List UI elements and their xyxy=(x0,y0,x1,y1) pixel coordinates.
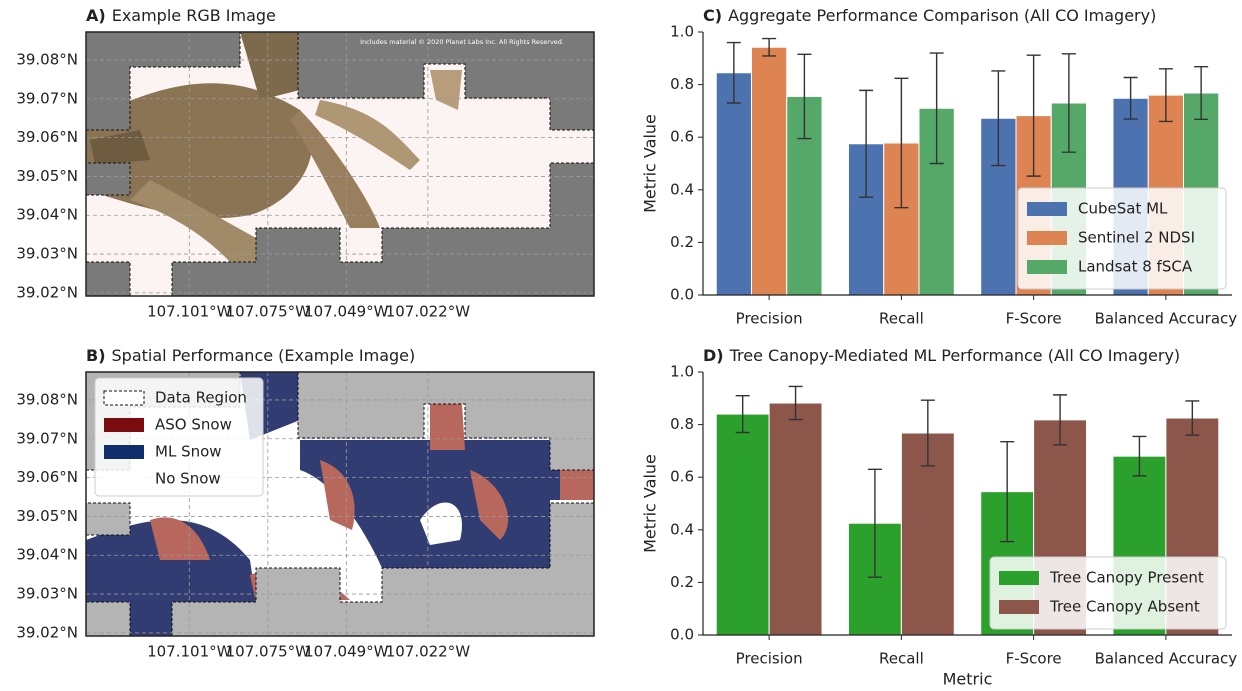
y-tick-label: 0.4 xyxy=(670,180,694,198)
legend-swatch xyxy=(104,418,144,432)
legend-swatch xyxy=(104,472,144,486)
bar xyxy=(769,403,822,635)
panel-title: C) Aggregate Performance Comparison (All … xyxy=(703,6,1156,25)
panel-title: A) Example RGB Image xyxy=(86,6,276,25)
y-tick-label: 39.03°N xyxy=(16,245,78,263)
bar xyxy=(751,47,786,295)
y-tick-label: 0.0 xyxy=(670,626,694,644)
x-tick-label: 107.101°W xyxy=(147,643,232,661)
y-tick-label: 39.08°N xyxy=(16,50,78,68)
legend-swatch xyxy=(1027,231,1067,245)
y-tick-label: 39.07°N xyxy=(16,89,78,107)
figure: A)Example RGB Image107.101°W107.075°W107… xyxy=(0,0,1242,691)
legend-label: CubeSat ML xyxy=(1078,200,1168,218)
panel-title-text: Example RGB Image xyxy=(112,6,276,25)
panel-label: A) xyxy=(86,6,106,25)
legend-label: Data Region xyxy=(155,389,247,407)
y-tick-label: 39.07°N xyxy=(16,429,78,447)
panel-label: D) xyxy=(703,346,724,365)
legend-label: Landsat 8 fSCA xyxy=(1078,258,1193,276)
legend-swatch xyxy=(104,391,144,405)
legend-label: Sentinel 2 NDSI xyxy=(1078,229,1195,247)
x-tick-label: 107.075°W xyxy=(226,303,311,321)
y-tick-label: 39.06°N xyxy=(16,128,78,146)
y-tick-label: 39.04°N xyxy=(16,206,78,224)
legend-swatch xyxy=(1027,202,1067,216)
y-tick-label: 39.06°N xyxy=(16,468,78,486)
panel-title: D) Tree Canopy-Mediated ML Performance (A… xyxy=(703,346,1180,365)
y-tick-label: 39.02°N xyxy=(16,623,78,641)
panel-title-text: Aggregate Performance Comparison (All CO… xyxy=(728,6,1156,25)
y-tick-label: 0.8 xyxy=(670,75,694,93)
x-tick-label: 107.075°W xyxy=(226,643,311,661)
x-tick-label: Precision xyxy=(736,310,803,328)
y-tick-label: 0.2 xyxy=(670,233,694,251)
y-tick-label: 0.4 xyxy=(670,520,694,538)
y-tick-label: 0.6 xyxy=(670,128,694,146)
legend-swatch xyxy=(1027,260,1067,274)
y-tick-label: 0.8 xyxy=(670,415,694,433)
x-axis-label: Metric xyxy=(943,670,993,689)
legend-label: No Snow xyxy=(155,470,221,488)
legend-swatch xyxy=(999,571,1039,585)
legend-swatch xyxy=(999,600,1039,614)
x-tick-label: Balanced Accuracy xyxy=(1095,650,1238,668)
legend-label: Tree Canopy Present xyxy=(1049,569,1204,587)
y-tick-label: 39.08°N xyxy=(16,390,78,408)
x-tick-label: Precision xyxy=(736,650,803,668)
rgb-image xyxy=(86,32,594,296)
y-tick-label: 39.04°N xyxy=(16,546,78,564)
y-axis-label: Metric Value xyxy=(641,114,660,213)
copyright-note: Includes material © 2020 Planet Labs Inc… xyxy=(360,38,564,46)
y-tick-label: 39.03°N xyxy=(16,585,78,603)
x-tick-label: F-Score xyxy=(1006,650,1062,668)
y-tick-label: 39.02°N xyxy=(16,283,78,301)
y-tick-label: 0.6 xyxy=(670,468,694,486)
legend-swatch xyxy=(104,445,144,459)
panel-title-text: Spatial Performance (Example Image) xyxy=(112,346,416,365)
x-tick-label: Balanced Accuracy xyxy=(1095,310,1238,328)
x-tick-label: F-Score xyxy=(1006,310,1062,328)
x-tick-label: 107.049°W xyxy=(304,303,389,321)
x-tick-label: 107.022°W xyxy=(386,643,471,661)
y-tick-label: 1.0 xyxy=(670,363,694,381)
x-tick-label: 107.049°W xyxy=(304,643,389,661)
y-tick-label: 39.05°N xyxy=(16,507,78,525)
bar xyxy=(716,414,769,635)
legend-label: Tree Canopy Absent xyxy=(1049,598,1200,616)
y-axis-label: Metric Value xyxy=(641,454,660,553)
panel-title: B) Spatial Performance (Example Image) xyxy=(86,346,415,365)
panel-label: C) xyxy=(703,6,722,25)
y-tick-label: 0.0 xyxy=(670,286,694,304)
x-tick-label: Recall xyxy=(879,310,924,328)
y-tick-label: 39.05°N xyxy=(16,167,78,185)
panel-title-text: Tree Canopy-Mediated ML Performance (All… xyxy=(729,346,1181,365)
y-tick-label: 0.2 xyxy=(670,573,694,591)
legend-label: ASO Snow xyxy=(155,416,232,434)
x-tick-label: Recall xyxy=(879,650,924,668)
bar xyxy=(716,73,751,295)
x-tick-label: 107.101°W xyxy=(147,303,232,321)
panel-label: B) xyxy=(86,346,106,365)
legend-label: ML Snow xyxy=(155,443,222,461)
x-tick-label: 107.022°W xyxy=(386,303,471,321)
y-tick-label: 1.0 xyxy=(670,23,694,41)
